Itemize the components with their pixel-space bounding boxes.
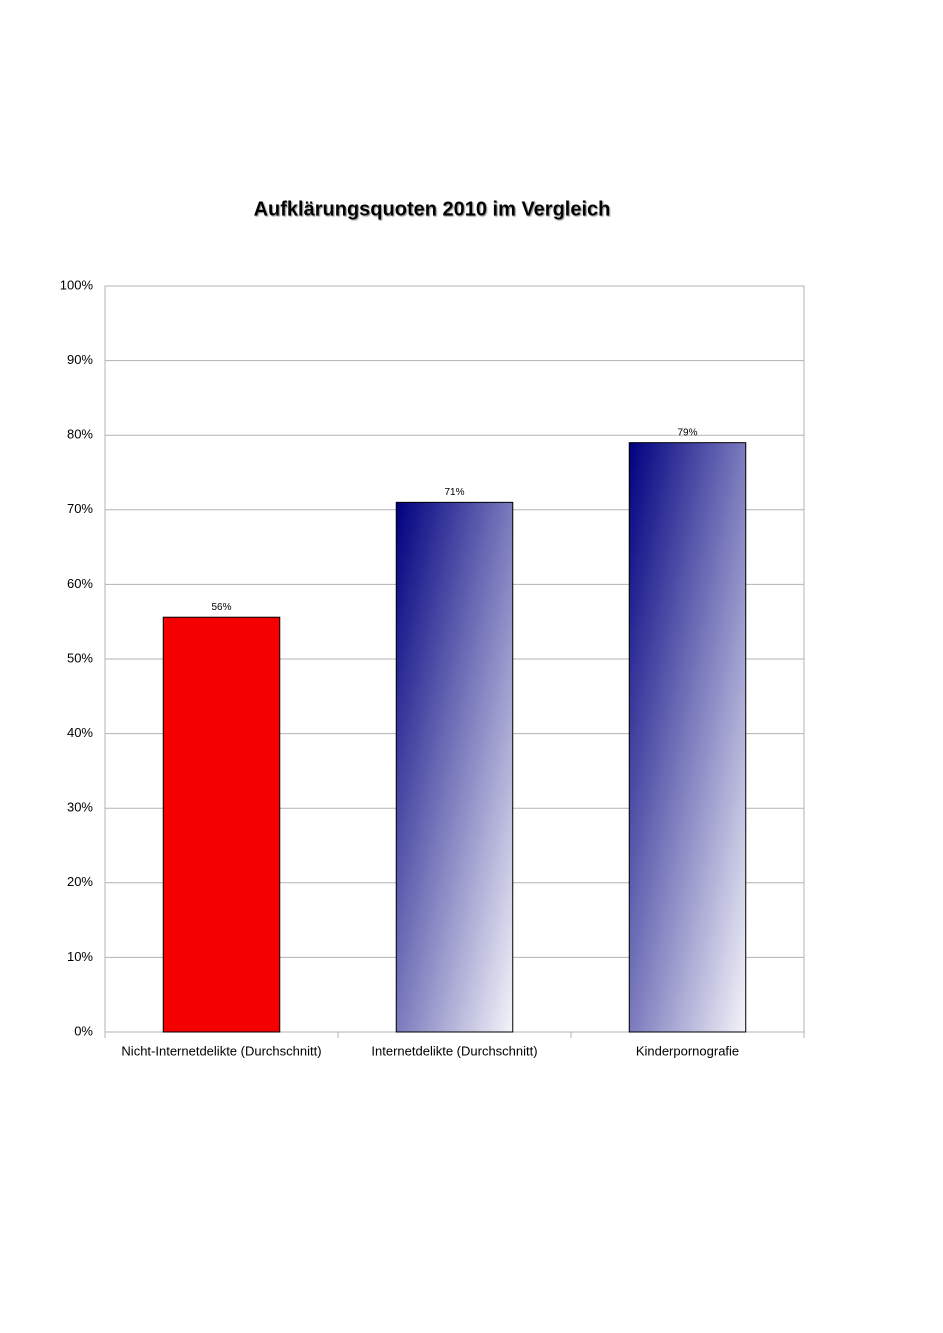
bar — [628, 442, 747, 1033]
y-tick-label: 0% — [74, 1023, 93, 1038]
chart-title: Aufklärungsquoten 2010 im Vergleich — [254, 198, 611, 220]
y-tick-label: 50% — [67, 650, 93, 665]
y-tick-label: 40% — [67, 725, 93, 740]
y-tick-label: 100% — [60, 277, 94, 292]
y-tick-label: 20% — [67, 874, 93, 889]
y-tick-label: 60% — [67, 576, 93, 591]
value-label: 56% — [211, 602, 231, 613]
y-tick-label: 80% — [67, 427, 93, 442]
x-tick-label: Nicht-Internetdelikte (Durchschnitt) — [121, 1043, 321, 1058]
y-tick-label: 30% — [67, 800, 93, 815]
y-tick-label: 70% — [67, 501, 93, 516]
x-tick-label: Kinderpornografie — [636, 1043, 739, 1058]
x-tick-label: Internetdelikte (Durchschnitt) — [371, 1043, 537, 1058]
bar — [162, 616, 281, 1033]
y-tick-label: 90% — [67, 352, 93, 367]
y-tick-label: 10% — [67, 949, 93, 964]
bar — [395, 501, 514, 1033]
value-label: 79% — [677, 427, 697, 438]
value-label: 71% — [444, 487, 464, 498]
